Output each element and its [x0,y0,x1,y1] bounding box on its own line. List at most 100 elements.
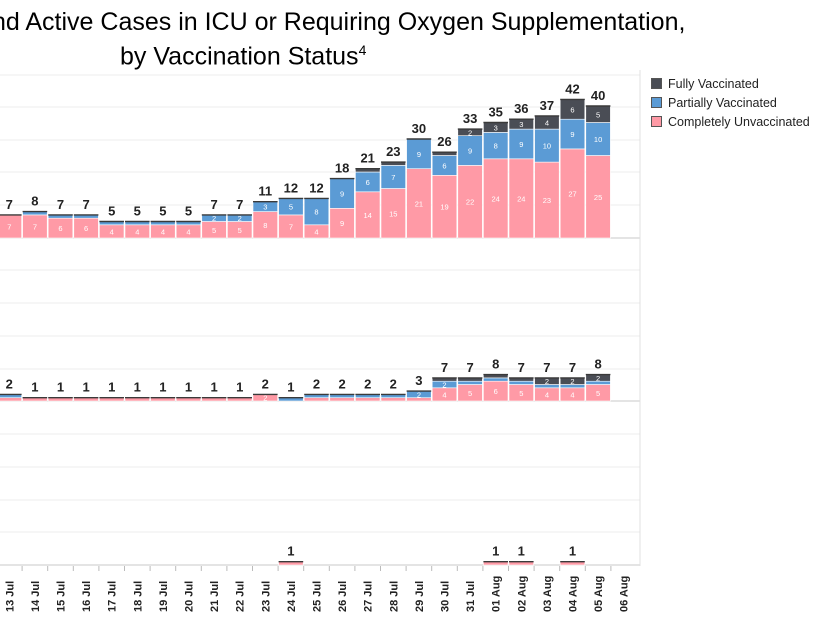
x-tick-label: 03 Aug [542,576,554,612]
total-label: 30 [412,121,426,136]
total-label: 12 [309,180,323,195]
total-label: 23 [386,144,400,159]
segment-label: 22 [466,198,474,207]
segment-label: 4 [161,227,165,236]
x-tick-label: 27 Jul [363,581,375,612]
segment-label: 5 [468,389,472,398]
total-label: 1 [569,544,576,559]
bar-segment [534,161,560,239]
bar-segment [406,168,432,239]
segment-label: 5 [519,389,523,398]
segment-label: 6 [84,224,88,233]
bar-segment [508,380,534,385]
total-label: 7 [82,197,89,212]
segment-label: 3 [494,123,498,132]
chart-legend: Fully Vaccinated Partially Vaccinated Co… [651,74,810,131]
legend-label-partially: Partially Vaccinated [668,95,777,110]
bar-segment [585,122,611,156]
segment-label: 2 [263,394,267,403]
segment-label: 4 [442,390,446,399]
x-tick-label: 13 Jul [4,581,16,612]
segment-label: 24 [492,194,500,203]
bar-segment [508,158,534,239]
bar-segment [329,208,355,239]
segment-label: 9 [340,219,344,228]
total-label: 1 [108,380,115,395]
total-label: 1 [236,380,243,395]
total-label: 1 [57,380,64,395]
total-label: 37 [540,98,554,113]
segment-label: 7 [33,222,37,231]
total-label: 7 [236,197,243,212]
segment-label: 2 [238,214,242,223]
segment-label: 8 [263,221,267,230]
segment-label: 27 [568,189,576,198]
segment-label: 4 [135,227,139,236]
segment-label: 8 [314,208,318,217]
segment-label: 6 [570,105,574,114]
total-label: 5 [159,204,166,219]
segment-label: 15 [389,209,397,218]
total-label: 11 [258,184,272,199]
segment-label: 4 [545,119,549,128]
chart-title-text: by Vaccination Status [120,42,359,71]
segment-label: 7 [391,173,395,182]
legend-item-unvaccinated: Completely Unvaccinated [651,112,810,131]
total-label: 42 [565,81,579,96]
segment-label: 4 [570,390,574,399]
segment-label: 5 [596,110,600,119]
total-label: 8 [594,357,601,372]
total-label: 1 [287,380,294,395]
total-label: 7 [569,360,576,375]
segment-label: 2 [417,390,421,399]
x-tick-label: 04 Aug [568,576,580,612]
segment-label: 9 [519,140,523,149]
segment-label: 5 [212,226,216,235]
total-label: 1 [518,544,525,559]
bar-segment [252,211,278,239]
bar-segment [534,128,560,163]
x-tick-label: 30 Jul [440,581,452,612]
total-label: 35 [488,105,502,120]
segment-label: 2 [442,381,446,390]
total-label: 7 [57,197,64,212]
x-tick-label: 17 Jul [107,581,119,612]
total-label: 2 [262,376,269,391]
segment-label: 24 [517,194,525,203]
segment-label: 2 [468,128,472,137]
segment-label: 9 [468,147,472,156]
legend-item-fully: Fully Vaccinated [651,74,810,93]
segment-label: 8 [494,142,498,151]
bar-segment [406,138,432,170]
chart-title-footnote: 4 [358,42,367,58]
total-label: 3 [415,373,422,388]
segment-label: 10 [594,135,602,144]
segment-label: 2 [545,377,549,386]
bar-segment [355,191,381,239]
x-tick-label: 14 Jul [30,581,42,612]
total-label: 1 [82,380,89,395]
bar-segment [0,397,22,402]
segment-label: 9 [570,130,574,139]
total-label: 40 [591,88,605,103]
x-tick-label: 01 Aug [491,576,503,612]
segment-label: 6 [366,178,370,187]
x-tick-label: 26 Jul [337,581,349,612]
segment-label: 2 [212,214,216,223]
x-tick-label: 24 Jul [286,581,298,612]
segment-label: 19 [440,203,448,212]
x-tick-label: 31 Jul [465,581,477,612]
x-tick-label: 16 Jul [81,581,93,612]
legend-label-fully: Fully Vaccinated [668,76,759,91]
bar-segment [329,397,355,402]
x-tick-label: 22 Jul [235,581,247,612]
x-tick-label: 05 Aug [593,576,605,612]
total-label: 2 [390,376,397,391]
segment-label: 2 [596,374,600,383]
total-label: 7 [210,197,217,212]
total-label: 1 [287,544,294,559]
legend-label-unvaccinated: Completely Unvaccinated [668,114,810,129]
segment-label: 9 [417,150,421,159]
total-label: 1 [210,380,217,395]
